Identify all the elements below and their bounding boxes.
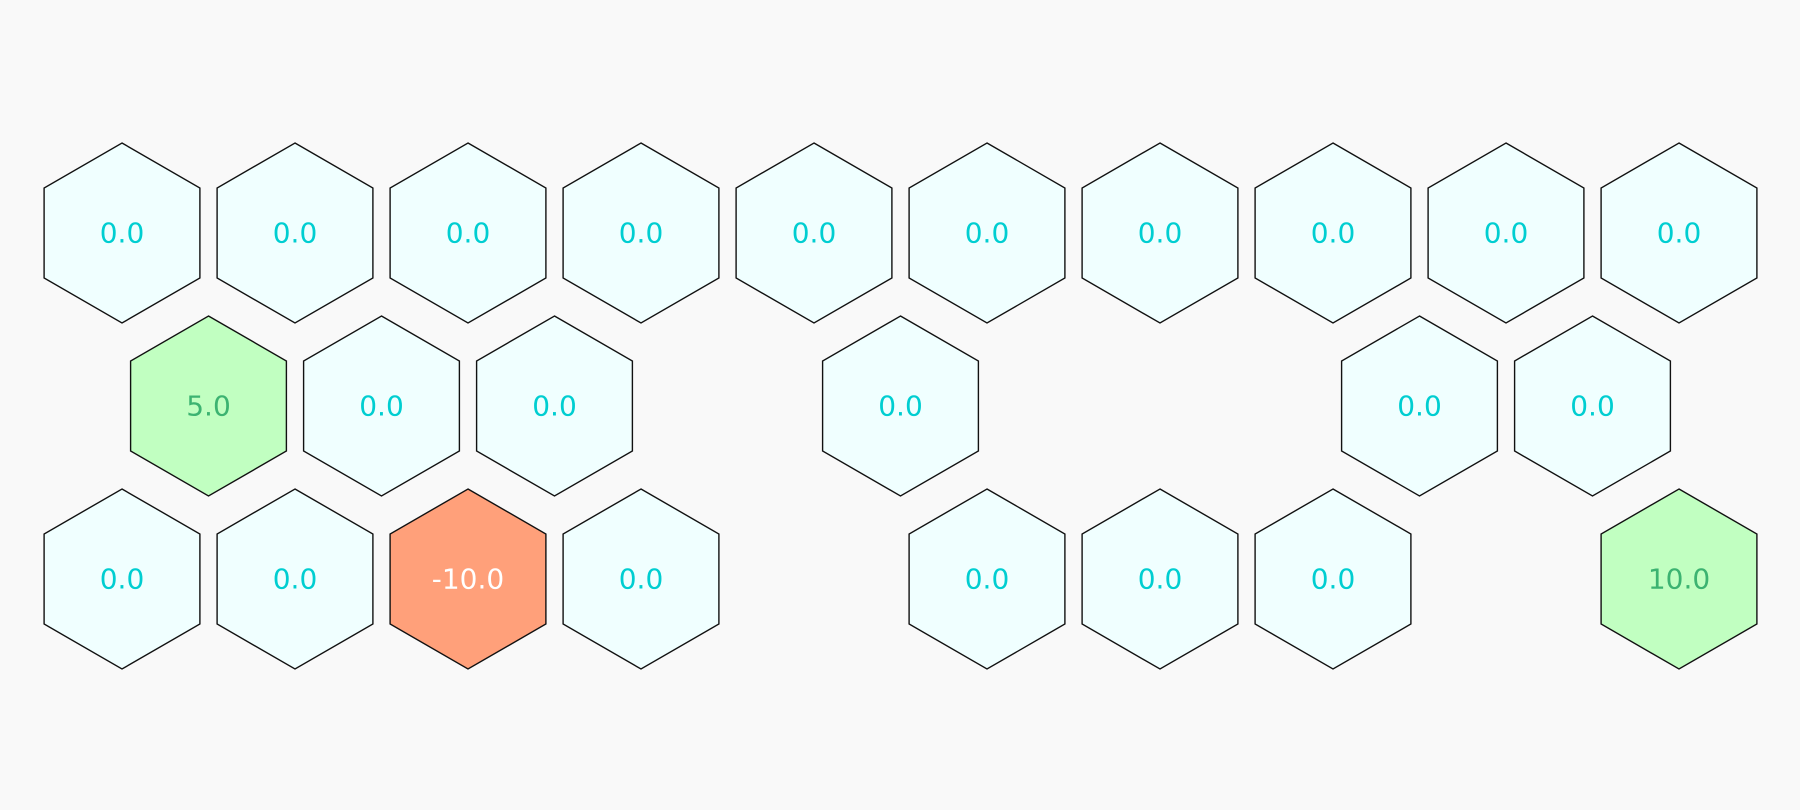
hex-cell-r3-c1[interactable]: 0.0 xyxy=(43,488,201,670)
hex-shape xyxy=(1600,142,1758,324)
hex-shape xyxy=(216,142,374,324)
hex-value-label: 0.0 xyxy=(1138,563,1183,596)
hex-cell-r1-c10[interactable]: 0.0 xyxy=(1600,142,1758,324)
hex-shape xyxy=(216,488,374,670)
hex-shape xyxy=(1427,142,1585,324)
hex-cell-r1-c6[interactable]: 0.0 xyxy=(908,142,1066,324)
hex-value-label: 0.0 xyxy=(619,217,664,250)
hex-shape xyxy=(735,142,893,324)
hex-value-label: 0.0 xyxy=(100,217,145,250)
hex-shape xyxy=(821,315,980,497)
hex-value-label: 0.0 xyxy=(359,390,404,423)
hex-value-label: 0.0 xyxy=(1311,217,1356,250)
hex-shape xyxy=(908,142,1066,324)
hex-cell-r1-c4[interactable]: 0.0 xyxy=(562,142,720,324)
hex-cell-r3-c10[interactable]: 10.0 xyxy=(1600,488,1758,670)
hex-value-label: 0.0 xyxy=(619,563,664,596)
hex-value-label: 0.0 xyxy=(878,390,923,423)
hex-shape xyxy=(129,315,288,497)
hex-value-label: 0.0 xyxy=(1484,217,1529,250)
hex-value-label: 0.0 xyxy=(100,563,145,596)
hex-value-label: 0.0 xyxy=(1397,390,1442,423)
hex-shape xyxy=(1513,315,1672,497)
hex-value-label: 5.0 xyxy=(186,390,231,423)
hex-cell-r1-c1[interactable]: 0.0 xyxy=(43,142,201,324)
hex-shape xyxy=(562,142,720,324)
hex-cell-r2-c3[interactable]: 0.0 xyxy=(475,315,634,497)
hex-cell-r3-c6[interactable]: 0.0 xyxy=(908,488,1066,670)
hex-cell-r1-c7[interactable]: 0.0 xyxy=(1081,142,1239,324)
hex-value-label: 0.0 xyxy=(965,563,1010,596)
hex-shape xyxy=(43,142,201,324)
hex-value-label: -10.0 xyxy=(432,563,504,596)
hex-cell-r2-c2[interactable]: 0.0 xyxy=(302,315,461,497)
hex-value-label: 0.0 xyxy=(792,217,837,250)
hex-cell-r1-c9[interactable]: 0.0 xyxy=(1427,142,1585,324)
hex-shape xyxy=(1081,488,1239,670)
hex-value-label: 0.0 xyxy=(1657,217,1702,250)
hex-value-label: 0.0 xyxy=(1570,390,1615,423)
hex-shape xyxy=(562,488,720,670)
hex-value-label: 0.0 xyxy=(1138,217,1183,250)
hex-shape xyxy=(43,488,201,670)
hex-cell-r1-c5[interactable]: 0.0 xyxy=(735,142,893,324)
hex-cell-r1-c2[interactable]: 0.0 xyxy=(216,142,374,324)
hex-cell-r2-c9[interactable]: 0.0 xyxy=(1513,315,1672,497)
hex-value-label: 0.0 xyxy=(273,563,318,596)
hex-value-label: 0.0 xyxy=(273,217,318,250)
hex-cell-r3-c8[interactable]: 0.0 xyxy=(1254,488,1412,670)
hex-shape xyxy=(302,315,461,497)
hex-shape xyxy=(389,488,547,670)
hex-value-label: 0.0 xyxy=(446,217,491,250)
hex-value-label: 0.0 xyxy=(965,217,1010,250)
hex-cell-r2-c1[interactable]: 5.0 xyxy=(129,315,288,497)
hex-cell-r2-c8[interactable]: 0.0 xyxy=(1340,315,1499,497)
hex-cell-r1-c8[interactable]: 0.0 xyxy=(1254,142,1412,324)
hex-cell-r3-c7[interactable]: 0.0 xyxy=(1081,488,1239,670)
hex-shape xyxy=(389,142,547,324)
hex-value-label: 0.0 xyxy=(532,390,577,423)
hex-shape xyxy=(1081,142,1239,324)
hex-shape xyxy=(1254,488,1412,670)
hex-shape xyxy=(1340,315,1499,497)
hex-cell-r3-c3[interactable]: -10.0 xyxy=(389,488,547,670)
hex-cell-r2-c5[interactable]: 0.0 xyxy=(821,315,980,497)
hex-cell-r3-c2[interactable]: 0.0 xyxy=(216,488,374,670)
hex-cells: 0.0 0.0 0.0 0.0 0.0 0.0 0.0 0.0 0.0 0.0 5.0 0.0 0.0 0… xyxy=(43,142,1758,670)
hex-value-label: 10.0 xyxy=(1648,563,1710,596)
hex-cell-r3-c4[interactable]: 0.0 xyxy=(562,488,720,670)
hex-shape xyxy=(475,315,634,497)
hex-shape xyxy=(1600,488,1758,670)
hex-shape xyxy=(908,488,1066,670)
hex-shape xyxy=(1254,142,1412,324)
hex-value-label: 0.0 xyxy=(1311,563,1356,596)
hex-cell-r1-c3[interactable]: 0.0 xyxy=(389,142,547,324)
